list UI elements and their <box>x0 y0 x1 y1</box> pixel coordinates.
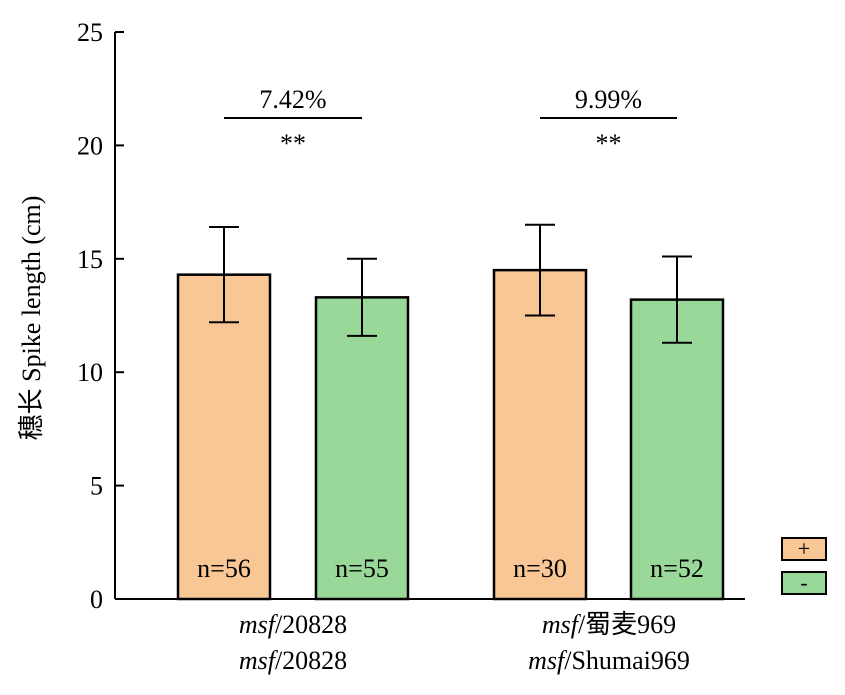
x-group-label-line1: msf/20828 <box>239 610 347 639</box>
bar <box>314 296 410 601</box>
sample-size-label: n=52 <box>650 554 704 583</box>
x-group-label-italic: msf <box>542 610 582 639</box>
y-tick-label: 10 <box>77 358 103 387</box>
legend-swatch <box>781 537 827 561</box>
percent-difference-label: 7.42% <box>259 85 326 114</box>
legend: +- <box>781 536 827 595</box>
legend-label: - <box>800 570 807 595</box>
sample-size-label: n=55 <box>335 554 389 583</box>
x-group-label-italic: msf <box>239 646 279 675</box>
bars: n=56 n=55 n=30 n=52 <box>176 223 725 601</box>
sample-size-label: n=30 <box>513 554 567 583</box>
x-group-label-rest: /20828 <box>275 610 347 639</box>
x-group-label-italic: msf <box>528 646 568 675</box>
x-group-label-italic: msf <box>239 610 279 639</box>
y-axis-label: 穗长 Spike length (cm) <box>17 196 46 441</box>
sample-size-label: n=56 <box>197 554 251 583</box>
x-group-label-line2: msf/Shumai969 <box>528 646 690 675</box>
percent-difference-label: 9.99% <box>575 85 642 114</box>
x-group-label-line1: msf/蜀麦969 <box>542 610 676 639</box>
significance-stars: ** <box>280 129 306 158</box>
x-group-label-rest: /Shumai969 <box>564 646 690 675</box>
x-group-label-rest: /蜀麦969 <box>578 610 676 639</box>
significance-stars: ** <box>596 129 622 158</box>
annotations: 7.42% ** 9.99% ** <box>224 85 677 158</box>
legend-label: + <box>798 536 810 561</box>
y-tick-label: 25 <box>77 18 103 47</box>
y-tick-label: 5 <box>90 472 103 501</box>
bar <box>629 298 725 601</box>
y-tick-label: 0 <box>90 585 103 614</box>
bar <box>176 273 272 601</box>
legend-swatch <box>781 571 827 595</box>
y-tick-label: 15 <box>77 245 103 274</box>
y-tick-label: 20 <box>77 131 103 160</box>
x-group-label-rest: /20828 <box>275 646 347 675</box>
bar <box>492 268 588 601</box>
x-group-label-line2: msf/20828 <box>239 646 347 675</box>
